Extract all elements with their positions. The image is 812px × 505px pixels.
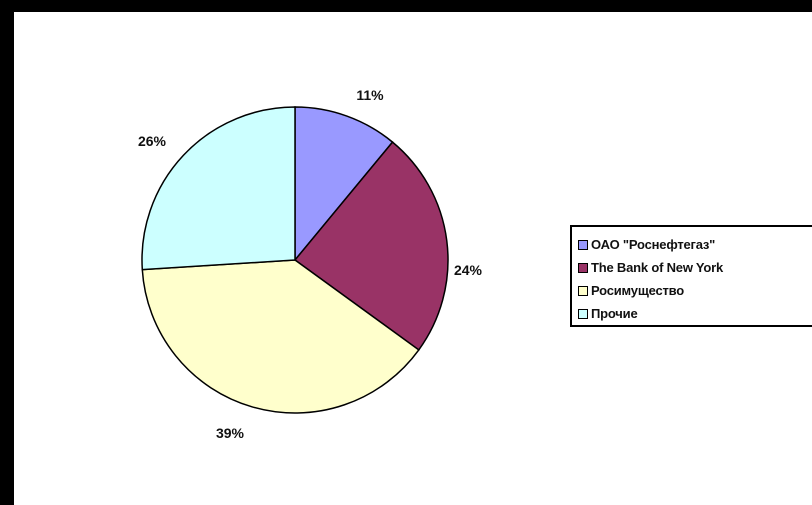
pie-slice-rosneftegaz <box>294 106 394 263</box>
pie-slice-rosimushchestvo <box>141 259 420 414</box>
legend-label-rosimushchestvo: Росимущество <box>591 283 684 298</box>
pie-slice-bank-of-new-york <box>293 141 449 351</box>
legend-item-rosneftegaz: ОАО "Роснефтегаз" <box>578 233 812 256</box>
legend-swatch-rosimushchestvo <box>578 285 588 296</box>
data-label-prochie: 26% <box>138 133 167 149</box>
legend-item-bank-of-new-york: The Bank of New York <box>578 256 812 279</box>
data-label-rosimushchestvo: 39% <box>216 425 245 441</box>
data-label-bank-of-new-york: 24% <box>454 262 483 278</box>
legend-swatch-prochie <box>578 308 588 319</box>
legend-label-prochie: Прочие <box>591 306 638 321</box>
pie-slice-prochie <box>141 106 296 271</box>
legend-item-rosimushchestvo: Росимущество <box>578 279 812 302</box>
legend-item-prochie: Прочие <box>578 302 812 325</box>
data-label-rosneftegaz: 11% <box>356 87 384 103</box>
legend-swatch-rosneftegaz <box>578 239 588 250</box>
chart-legend: ОАО "Роснефтегаз" The Bank of New York Р… <box>570 225 812 327</box>
legend-swatch-bank-of-new-york <box>578 262 588 273</box>
legend-label-bank-of-new-york: The Bank of New York <box>591 260 724 275</box>
legend-label-rosneftegaz: ОАО "Роснефтегаз" <box>591 237 716 252</box>
